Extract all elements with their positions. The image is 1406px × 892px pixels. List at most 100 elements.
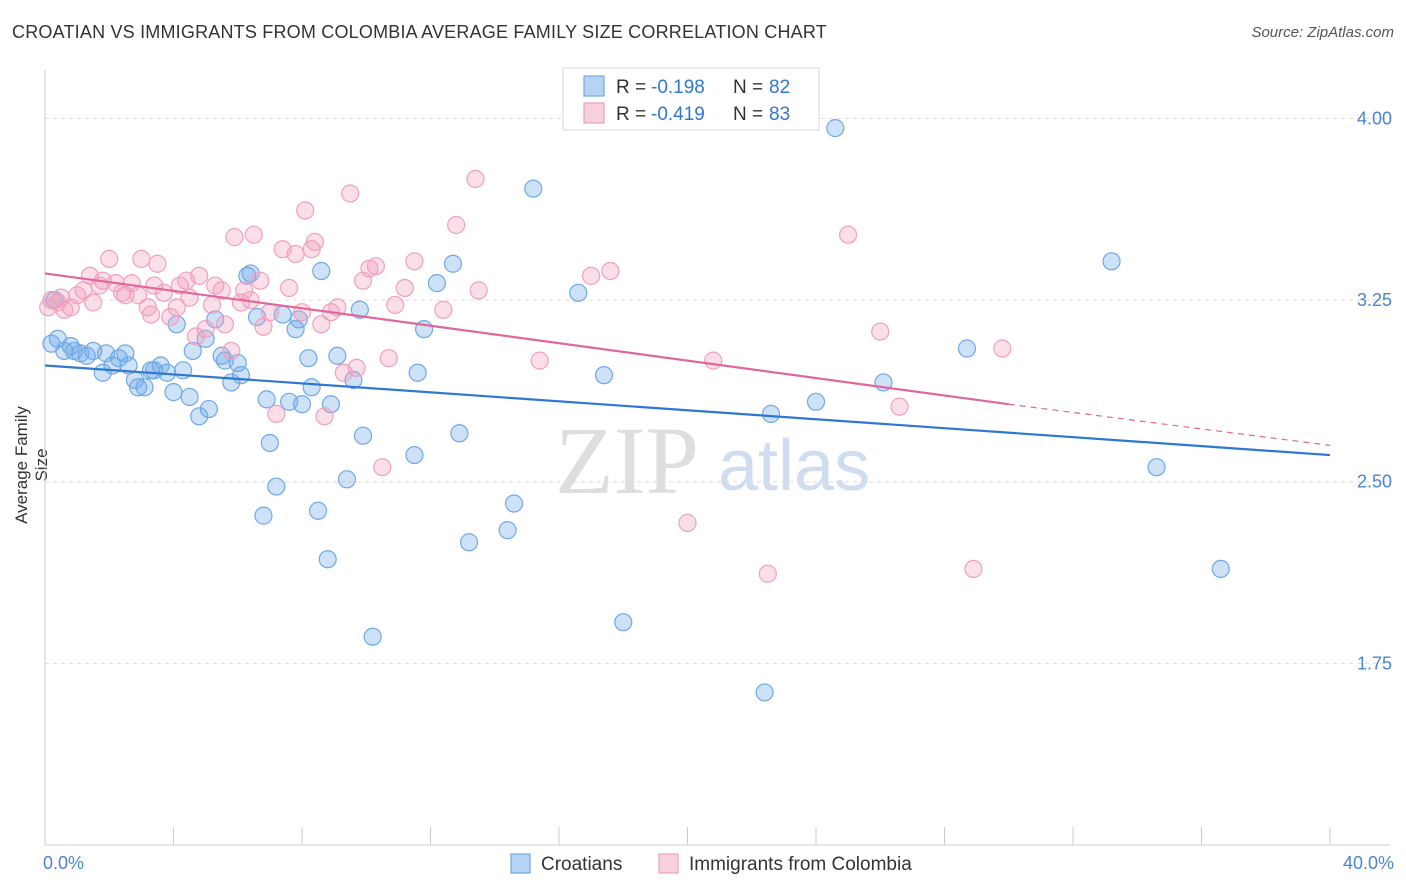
colombia-point [373, 458, 392, 477]
colombia-point [469, 281, 488, 300]
colombia-point [167, 298, 186, 317]
colombia-point [758, 564, 777, 583]
stats-swatch [583, 75, 605, 97]
croatian-point [135, 378, 154, 397]
croatian-point [212, 346, 231, 365]
stats-n-value: 83 [769, 104, 790, 125]
legend-label: Croatians [541, 854, 622, 875]
croatian-point [190, 407, 209, 426]
chart-title: CROATIAN VS IMMIGRANTS FROM COLOMBIA AVE… [12, 22, 827, 42]
croatian-point [164, 383, 183, 402]
croatian-point [267, 477, 286, 496]
grid-lines [45, 117, 1390, 664]
colombia-point [466, 169, 485, 189]
croatian-point [755, 683, 774, 702]
axes [44, 70, 1390, 846]
colombia-point [530, 351, 549, 370]
colombia-point [251, 271, 270, 290]
croatian-point [231, 366, 251, 385]
x-tick-labels: 0.0% 40.0% [43, 853, 1394, 873]
legend-label: Immigrants from Colombia [689, 854, 912, 875]
croatian-trend-line [44, 364, 1331, 457]
colombia-point [100, 249, 119, 269]
colombia-point [235, 281, 254, 300]
colombia-point [890, 397, 909, 416]
croatian-point [180, 387, 199, 407]
colombia-point [222, 341, 241, 361]
croatian-point [129, 378, 148, 397]
colombia-point [212, 281, 231, 300]
colombia-point [341, 184, 360, 203]
croatian-point [183, 341, 202, 361]
colombia-point [225, 228, 244, 247]
x-tick-label-max: 40.0% [1343, 853, 1394, 873]
croatian-point [459, 533, 479, 552]
croatian-point [257, 390, 276, 409]
croatian-point [443, 254, 463, 273]
colombia-point [215, 315, 234, 334]
y-tick-label: 1.75 [1357, 653, 1392, 673]
colombia-point [244, 225, 263, 244]
croatian-point [569, 283, 588, 302]
trend-lines [44, 272, 1331, 457]
stats-legend: R = -0.198 N = 82 R = -0.419 N = 83 [562, 67, 820, 131]
stats-r-label: R = [616, 104, 646, 125]
croatian-point [299, 349, 318, 368]
croatian-point [286, 320, 305, 339]
colombia-point [305, 232, 324, 252]
stats-swatch [583, 102, 605, 124]
colombia-point [132, 249, 151, 269]
colombia-point [839, 225, 858, 244]
y-tick-label: 2.50 [1357, 472, 1392, 492]
colombia-trend-line [44, 272, 1009, 406]
croatian-point [350, 300, 369, 319]
croatian-point [1102, 252, 1121, 271]
colombia-point [51, 288, 71, 307]
colombia-point [312, 315, 331, 334]
colombia-point [84, 293, 103, 312]
croatian-point [524, 179, 543, 198]
colombia-point [315, 407, 334, 426]
croatian-point [826, 119, 845, 138]
colombia-point [678, 513, 697, 532]
colombia-point [434, 300, 453, 319]
croatian-point [318, 550, 337, 569]
colombia-point [993, 339, 1012, 358]
colombia-point [292, 303, 312, 322]
croatian-point [450, 424, 469, 443]
colombia-point [296, 201, 315, 220]
colombia-point [141, 305, 161, 324]
croatian-point [312, 261, 331, 281]
croatian-point [408, 363, 427, 382]
colombia-point [148, 254, 167, 273]
colombia-point [260, 303, 279, 322]
watermark-zip: ZIP [555, 407, 699, 514]
croatian-point [614, 613, 633, 632]
y-tick-label: 3.25 [1357, 290, 1392, 310]
croatian-point [328, 346, 347, 365]
legend-swatch [510, 853, 531, 874]
colombia-point [386, 295, 405, 315]
colombia-point [704, 351, 723, 370]
y-tick-label: 4.00 [1357, 108, 1392, 128]
chart-source: Source: ZipAtlas.com [1251, 24, 1394, 41]
croatian-point [302, 378, 321, 397]
croatian-point [292, 395, 312, 414]
colombia-point [379, 349, 398, 368]
croatian-point [353, 426, 373, 445]
croatian-point [363, 627, 382, 646]
croatian-point [806, 392, 826, 411]
stats-box-frame [562, 67, 820, 131]
stats-r-value: -0.419 [651, 104, 705, 125]
colombia-point [196, 320, 215, 339]
stats-n-value: 82 [769, 77, 790, 98]
croatian-point [1147, 458, 1166, 477]
croatian-point [594, 366, 614, 385]
colombia-point [871, 322, 890, 341]
colombia-point [405, 252, 424, 271]
y-tick-labels: 1.75 2.50 3.25 4.00 [1357, 108, 1392, 673]
colombia-point [267, 404, 286, 424]
colombia-point [39, 298, 58, 317]
colombia-point [154, 283, 173, 302]
